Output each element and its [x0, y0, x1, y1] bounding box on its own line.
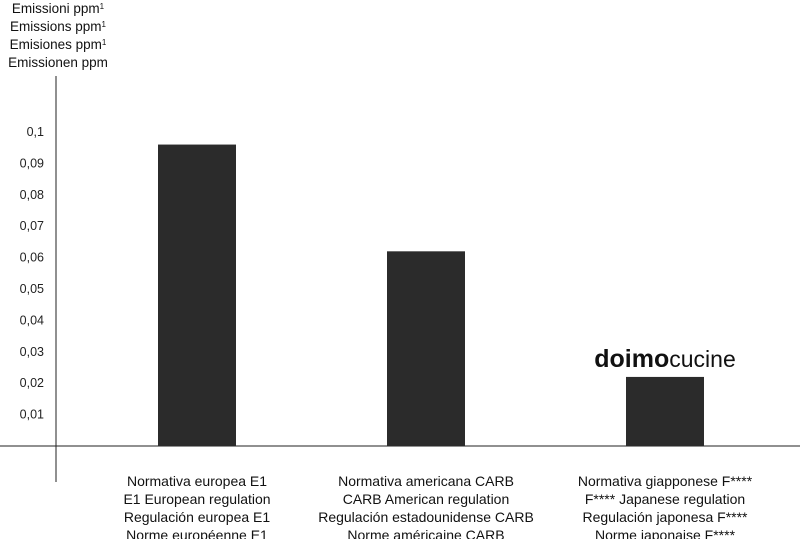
y-tick-label: 0,01 [20, 408, 44, 422]
bar [387, 251, 465, 446]
brand-annotation: doimocucine [594, 345, 735, 373]
y-tick-label: 0,07 [20, 219, 44, 233]
y-tick-label: 0,06 [20, 251, 44, 265]
y-tick-label: 0,04 [20, 313, 44, 327]
x-category-label: Norme japonaise F**** [595, 527, 736, 539]
x-category-label: Regulación estadounidense CARB [318, 509, 534, 525]
x-category-label: Normativa americana CARB [338, 473, 514, 489]
x-category-label: F**** Japanese regulation [585, 491, 745, 507]
y-axis-title-line: Emissioni ppm1 [11, 1, 105, 16]
y-tick-label: 0,1 [27, 125, 44, 139]
brand-light-text: cucine [669, 346, 735, 372]
y-tick-label: 0,05 [20, 282, 44, 296]
x-category-label: Regulación europea E1 [124, 509, 271, 525]
y-axis-title-line: Emisiones ppm1 [9, 37, 107, 52]
y-axis-title: Emissioni ppm1 Emissions ppm1 Emisiones … [0, 0, 116, 72]
y-tick-label: 0,08 [20, 188, 44, 202]
y-tick-label: 0,09 [20, 156, 44, 170]
bar [626, 376, 704, 446]
y-axis-title-line: Emissions ppm1 [10, 19, 106, 34]
bar [158, 144, 236, 446]
x-category-label: Normativa giapponese F**** [578, 473, 753, 489]
x-category-label: Norme européenne E1 [126, 527, 268, 539]
x-category-label: Norme américaine CARB [347, 527, 504, 539]
x-category-label: Normativa europea E1 [127, 473, 267, 489]
y-tick-label: 0,02 [20, 376, 44, 390]
x-category-label: Regulación japonesa F**** [583, 509, 749, 525]
x-category-label: CARB American regulation [343, 491, 510, 507]
y-tick-label: 0,03 [20, 345, 44, 359]
brand-bold-text: doimo [594, 345, 669, 373]
x-category-label: E1 European regulation [123, 491, 270, 507]
y-axis-title-line: Emissionen ppm [8, 55, 108, 70]
